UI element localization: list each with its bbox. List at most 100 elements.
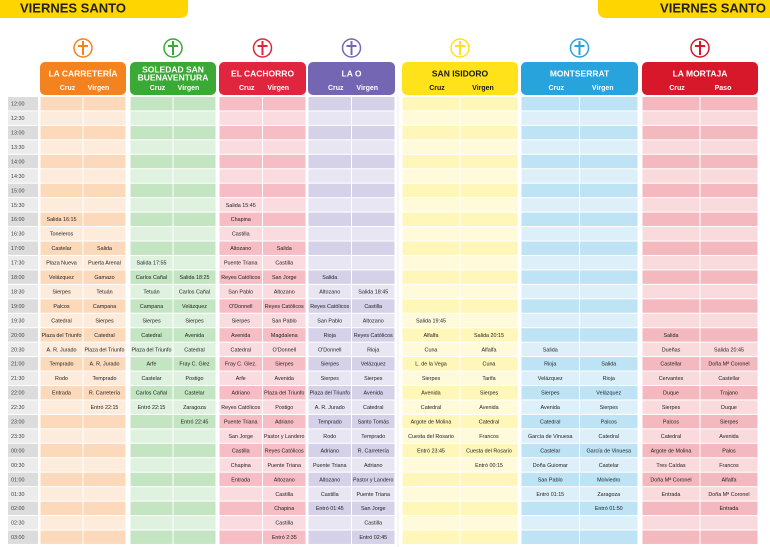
cell <box>521 183 579 198</box>
stop: Sierpes <box>232 318 251 324</box>
stop: Castilla <box>321 492 339 498</box>
cell <box>460 516 518 530</box>
column-label: Virgen <box>178 85 200 92</box>
time-label: 23:30 <box>11 434 25 440</box>
emblem-cross <box>168 41 178 55</box>
cell <box>173 429 216 443</box>
cell <box>83 487 126 501</box>
cell <box>402 154 460 169</box>
cell <box>580 371 638 385</box>
time-cell <box>8 154 38 169</box>
cell <box>308 429 351 443</box>
cell <box>402 284 460 299</box>
stop: Salida 19:45 <box>416 318 446 324</box>
cell <box>700 241 758 255</box>
stop: Reyes Católicos <box>221 405 260 411</box>
cell <box>308 386 351 400</box>
cell <box>460 299 518 313</box>
stop: Puerta Arenal <box>88 261 121 267</box>
cell <box>521 371 579 385</box>
cell <box>130 125 173 140</box>
stop: Francos <box>479 434 499 440</box>
cell <box>460 169 518 183</box>
stop: Castelar <box>184 391 204 397</box>
stop: Salida 15:45 <box>226 203 256 209</box>
cell <box>40 270 83 284</box>
cell <box>580 241 638 255</box>
cell <box>173 111 216 125</box>
cell <box>700 270 758 284</box>
cell <box>308 530 351 544</box>
left-tab <box>0 0 188 18</box>
cell <box>83 154 126 169</box>
cell <box>521 125 579 140</box>
stop: Cuna <box>483 362 496 368</box>
time-cell <box>8 342 38 357</box>
cell <box>40 111 83 125</box>
cell <box>521 255 579 270</box>
stop: Avenida <box>479 405 498 411</box>
cell <box>308 501 351 516</box>
cell <box>352 154 395 169</box>
time-cell <box>8 255 38 270</box>
cell <box>642 501 700 516</box>
stop: Reyes Católicos <box>265 448 304 454</box>
time-label: 18:00 <box>11 275 25 281</box>
header-box <box>402 62 518 95</box>
cell <box>219 530 262 544</box>
cell <box>402 458 460 472</box>
time-cell <box>8 328 38 342</box>
stop: San Jorge <box>272 275 297 281</box>
cell <box>219 154 262 169</box>
cell <box>521 443 579 458</box>
time-cell <box>8 212 38 227</box>
stop: San Pablo <box>228 289 253 295</box>
time-label: 19:30 <box>11 318 25 324</box>
cell <box>130 183 173 198</box>
cell <box>40 284 83 299</box>
cell <box>580 414 638 429</box>
time-label: 12:30 <box>11 116 25 122</box>
cell <box>40 198 83 212</box>
time-cell <box>8 357 38 371</box>
stop: San Pablo <box>272 318 297 324</box>
cell <box>83 241 126 255</box>
stop: Alfalfa <box>482 347 497 353</box>
stop: Sierpes <box>364 376 383 382</box>
stop: O'Donnell <box>318 347 342 353</box>
stop: Velázquez <box>182 304 207 310</box>
stop: Sierpes <box>720 420 739 426</box>
stop: Postigo <box>186 376 204 382</box>
cell <box>40 371 83 385</box>
cell <box>130 154 173 169</box>
stop: Velázquez <box>538 376 563 382</box>
time-label: 02:00 <box>11 506 25 512</box>
stop: Salida <box>277 246 292 252</box>
time-label: 23:00 <box>11 420 25 426</box>
stop: Campana <box>140 304 163 310</box>
cell <box>219 284 262 299</box>
cell <box>642 371 700 385</box>
stop: R. Carretería <box>358 448 389 454</box>
column-label: Cruz <box>429 85 445 92</box>
cell <box>83 400 126 414</box>
stop: Puente Triana <box>267 463 301 469</box>
stop: Sierpes <box>600 405 619 411</box>
cell <box>700 328 758 342</box>
stop: Salida <box>322 275 337 281</box>
cell <box>460 212 518 227</box>
cell <box>173 386 216 400</box>
cell <box>308 111 351 125</box>
cell <box>83 458 126 472</box>
cell <box>308 400 351 414</box>
cell <box>402 516 460 530</box>
stop: Velázquez <box>596 391 621 397</box>
stop: Sierpes <box>480 391 499 397</box>
cell <box>263 299 306 313</box>
cell <box>263 227 306 241</box>
cell <box>642 328 700 342</box>
stop: Fray C. Glez. <box>225 362 257 368</box>
stop: Entró 01:15 <box>536 492 564 498</box>
cell <box>352 472 395 487</box>
cell <box>130 169 173 183</box>
